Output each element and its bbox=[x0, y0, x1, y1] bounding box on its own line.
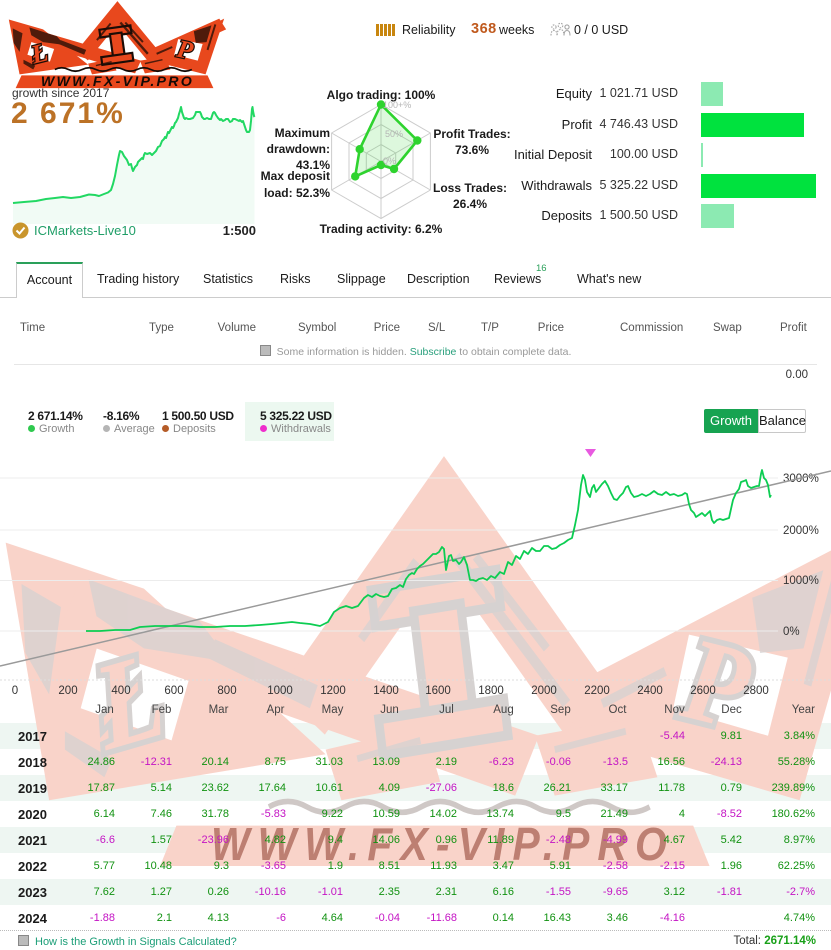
svg-text:1200: 1200 bbox=[320, 685, 346, 697]
svg-text:Trading activity: 6.2%: Trading activity: 6.2% bbox=[320, 222, 443, 236]
svg-text:2200: 2200 bbox=[584, 685, 610, 697]
svg-text:WWW.FX-VIP.PRO: WWW.FX-VIP.PRO bbox=[41, 74, 194, 90]
svg-text:Algo trading: 100%: Algo trading: 100% bbox=[327, 88, 436, 102]
svg-text:1400: 1400 bbox=[373, 685, 399, 697]
svg-text:400: 400 bbox=[111, 685, 130, 697]
svg-text:0%: 0% bbox=[383, 156, 396, 166]
svg-text:load: 52.3%: load: 52.3% bbox=[264, 186, 330, 200]
svg-text:0: 0 bbox=[12, 685, 18, 697]
svg-text:100+%: 100+% bbox=[383, 100, 411, 110]
svg-text:1600: 1600 bbox=[425, 685, 451, 697]
svg-text:1000%: 1000% bbox=[783, 575, 819, 587]
svg-text:0%: 0% bbox=[783, 626, 800, 638]
svg-text:2000: 2000 bbox=[531, 685, 557, 697]
svg-text:50%: 50% bbox=[385, 129, 403, 139]
svg-text:WWW.FX-VIP.PRO: WWW.FX-VIP.PRO bbox=[211, 818, 675, 870]
svg-text:drawdown:: drawdown: bbox=[267, 142, 330, 156]
svg-text:Max deposit: Max deposit bbox=[261, 169, 330, 183]
svg-text:800: 800 bbox=[217, 685, 236, 697]
svg-text:2600: 2600 bbox=[690, 685, 716, 697]
svg-text:Maximum: Maximum bbox=[275, 126, 330, 140]
svg-text:Ł: Ł bbox=[27, 37, 51, 70]
svg-text:2000%: 2000% bbox=[783, 525, 819, 537]
svg-text:Loss Trades:: Loss Trades: bbox=[433, 181, 507, 195]
svg-text:Profit Trades:: Profit Trades: bbox=[433, 127, 510, 141]
svg-text:73.6%: 73.6% bbox=[455, 143, 489, 157]
svg-text:1000: 1000 bbox=[267, 685, 293, 697]
svg-text:2400: 2400 bbox=[637, 685, 663, 697]
svg-text:200: 200 bbox=[58, 685, 77, 697]
svg-text:1800: 1800 bbox=[478, 685, 504, 697]
svg-text:2800: 2800 bbox=[743, 685, 769, 697]
svg-text:600: 600 bbox=[164, 685, 183, 697]
svg-text:43.1%: 43.1% bbox=[296, 158, 330, 172]
svg-text:26.4%: 26.4% bbox=[453, 197, 487, 211]
